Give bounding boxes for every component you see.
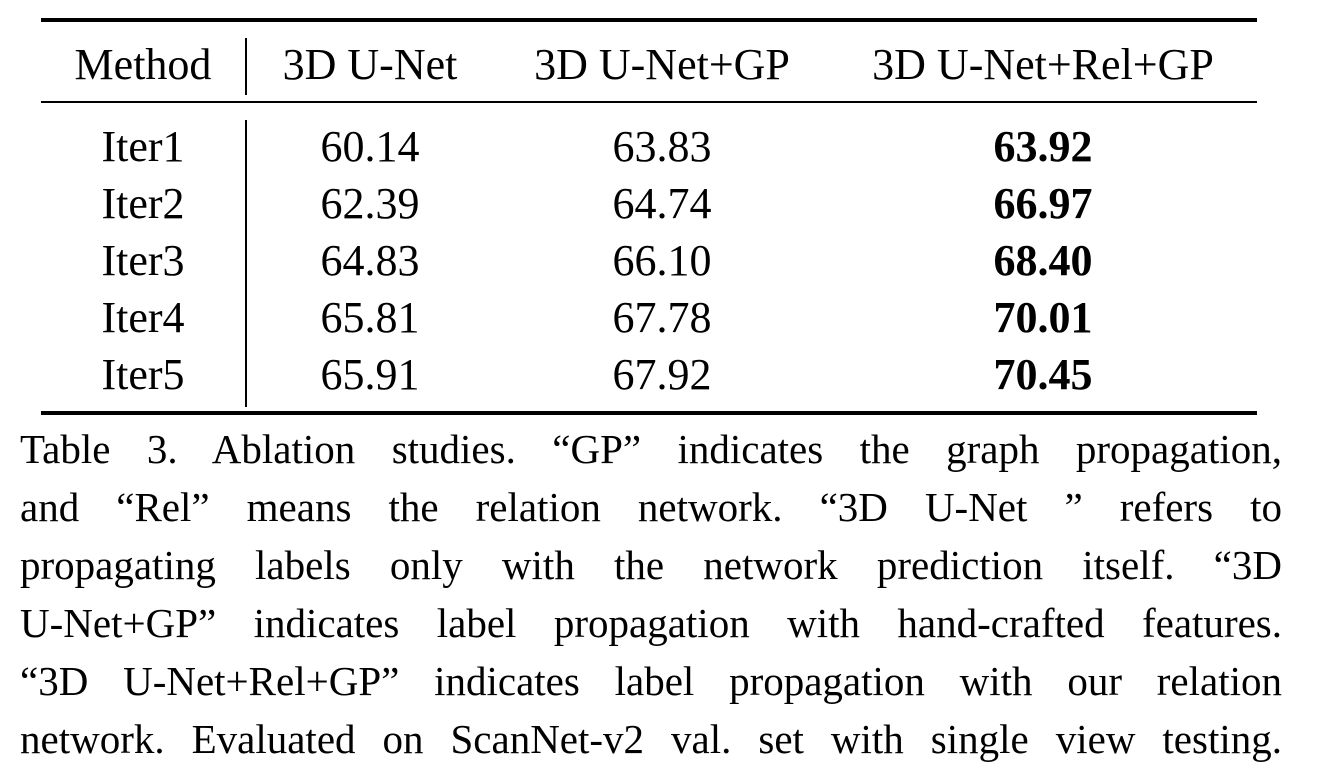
row-label: Iter1 bbox=[101, 122, 185, 171]
body-column-divider bbox=[245, 120, 247, 407]
table-bottom-rule bbox=[41, 411, 1257, 415]
row-label: Iter3 bbox=[101, 236, 185, 285]
table-cell-best: 66.97 bbox=[993, 179, 1093, 228]
caption-line: and “Rel” means the relation network. “3… bbox=[20, 484, 1282, 530]
table-cell: 64.83 bbox=[320, 236, 420, 285]
header-3d-unet-gp: 3D U-Net+GP bbox=[534, 40, 790, 89]
row-label: Iter2 bbox=[101, 179, 185, 228]
table-cell: 63.83 bbox=[612, 122, 712, 171]
table-header-rule bbox=[41, 101, 1257, 103]
table-cell: 67.78 bbox=[612, 293, 712, 342]
table-cell-best: 70.45 bbox=[993, 350, 1093, 399]
caption-line: U-Net+GP” indicates label propagation wi… bbox=[20, 600, 1282, 646]
table-top-rule bbox=[41, 18, 1257, 22]
table-cell-best: 63.92 bbox=[993, 122, 1093, 171]
caption-line: “3D U-Net+Rel+GP” indicates label propag… bbox=[20, 658, 1282, 704]
table-cell: 67.92 bbox=[612, 350, 712, 399]
table-cell: 66.10 bbox=[612, 236, 712, 285]
row-label: Iter5 bbox=[101, 350, 185, 399]
row-label: Iter4 bbox=[101, 293, 185, 342]
table-cell: 65.81 bbox=[320, 293, 420, 342]
header-column-divider bbox=[245, 38, 247, 95]
table-cell: 65.91 bbox=[320, 350, 420, 399]
header-method: Method bbox=[74, 40, 212, 89]
table-cell: 60.14 bbox=[320, 122, 420, 171]
table-cell: 62.39 bbox=[320, 179, 420, 228]
header-3d-unet: 3D U-Net bbox=[282, 40, 458, 89]
table-cell-best: 70.01 bbox=[993, 293, 1093, 342]
caption-line: network. Evaluated on ScanNet-v2 val. se… bbox=[20, 716, 1282, 762]
header-3d-unet-rel-gp: 3D U-Net+Rel+GP bbox=[872, 40, 1214, 89]
table-caption: Table 3. Ablation studies. “GP” indicate… bbox=[20, 420, 1282, 768]
table-cell: 64.74 bbox=[612, 179, 712, 228]
table-cell-best: 68.40 bbox=[993, 236, 1093, 285]
caption-line: propagating labels only with the network… bbox=[20, 542, 1282, 588]
caption-line: Table 3. Ablation studies. “GP” indicate… bbox=[20, 426, 1282, 472]
